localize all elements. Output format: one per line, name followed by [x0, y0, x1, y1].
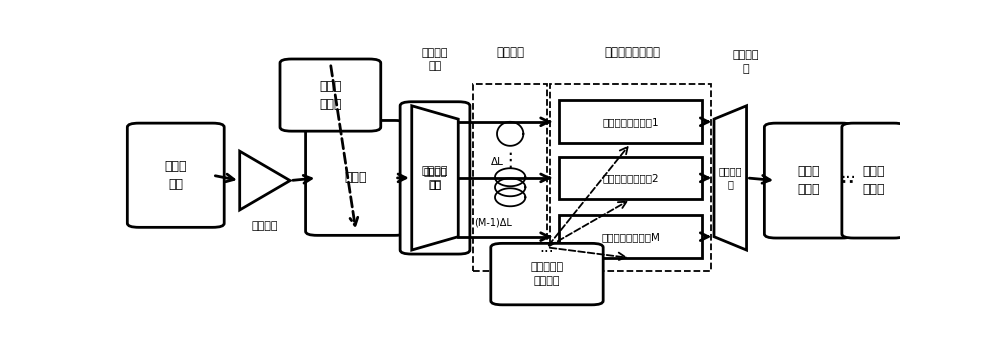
- Text: 波分复用
器: 波分复用 器: [733, 51, 759, 74]
- Text: 光放大器: 光放大器: [252, 221, 278, 231]
- Polygon shape: [240, 151, 290, 210]
- Text: 延时阵列: 延时阵列: [496, 46, 524, 59]
- Polygon shape: [412, 106, 458, 250]
- Bar: [473, 84, 547, 271]
- FancyBboxPatch shape: [306, 120, 406, 235]
- Text: (M-1)ΔL: (M-1)ΔL: [474, 218, 512, 228]
- FancyBboxPatch shape: [127, 123, 224, 227]
- FancyBboxPatch shape: [400, 102, 470, 254]
- FancyBboxPatch shape: [280, 59, 381, 131]
- Text: 延时加权微环单元2: 延时加权微环单元2: [602, 173, 659, 183]
- Text: 延时加权微环阵列: 延时加权微环阵列: [605, 46, 661, 59]
- Text: 待卷积
信号源: 待卷积 信号源: [319, 79, 342, 111]
- Text: 调制器: 调制器: [345, 171, 367, 184]
- Text: 采集处
理单元: 采集处 理单元: [862, 165, 885, 196]
- Text: 解波分复
用器: 解波分复 用器: [423, 166, 447, 189]
- Text: 波分复用
器: 波分复用 器: [719, 166, 742, 189]
- FancyBboxPatch shape: [842, 123, 905, 238]
- Bar: [559, 100, 702, 143]
- Bar: [559, 156, 702, 199]
- Text: ···: ···: [540, 245, 554, 260]
- Text: 解波分复
用器: 解波分复 用器: [422, 166, 448, 190]
- Text: ···: ···: [840, 169, 856, 187]
- FancyBboxPatch shape: [764, 123, 854, 238]
- Text: ΔL: ΔL: [491, 156, 504, 167]
- FancyBboxPatch shape: [491, 243, 603, 305]
- Text: 多波长
光源: 多波长 光源: [165, 160, 187, 191]
- Text: 光电探
测器器: 光电探 测器器: [798, 165, 820, 196]
- Text: 延时加权微环单元1: 延时加权微环单元1: [602, 117, 659, 127]
- Text: 解波分复
用器: 解波分复 用器: [422, 48, 448, 71]
- Bar: [550, 84, 711, 271]
- Bar: [559, 215, 702, 258]
- Polygon shape: [714, 106, 747, 250]
- Text: 延时加权微环单元M: 延时加权微环单元M: [601, 232, 660, 242]
- Text: ⋮: ⋮: [500, 151, 520, 170]
- Text: 卷积核矩阵
控制单元: 卷积核矩阵 控制单元: [530, 262, 564, 286]
